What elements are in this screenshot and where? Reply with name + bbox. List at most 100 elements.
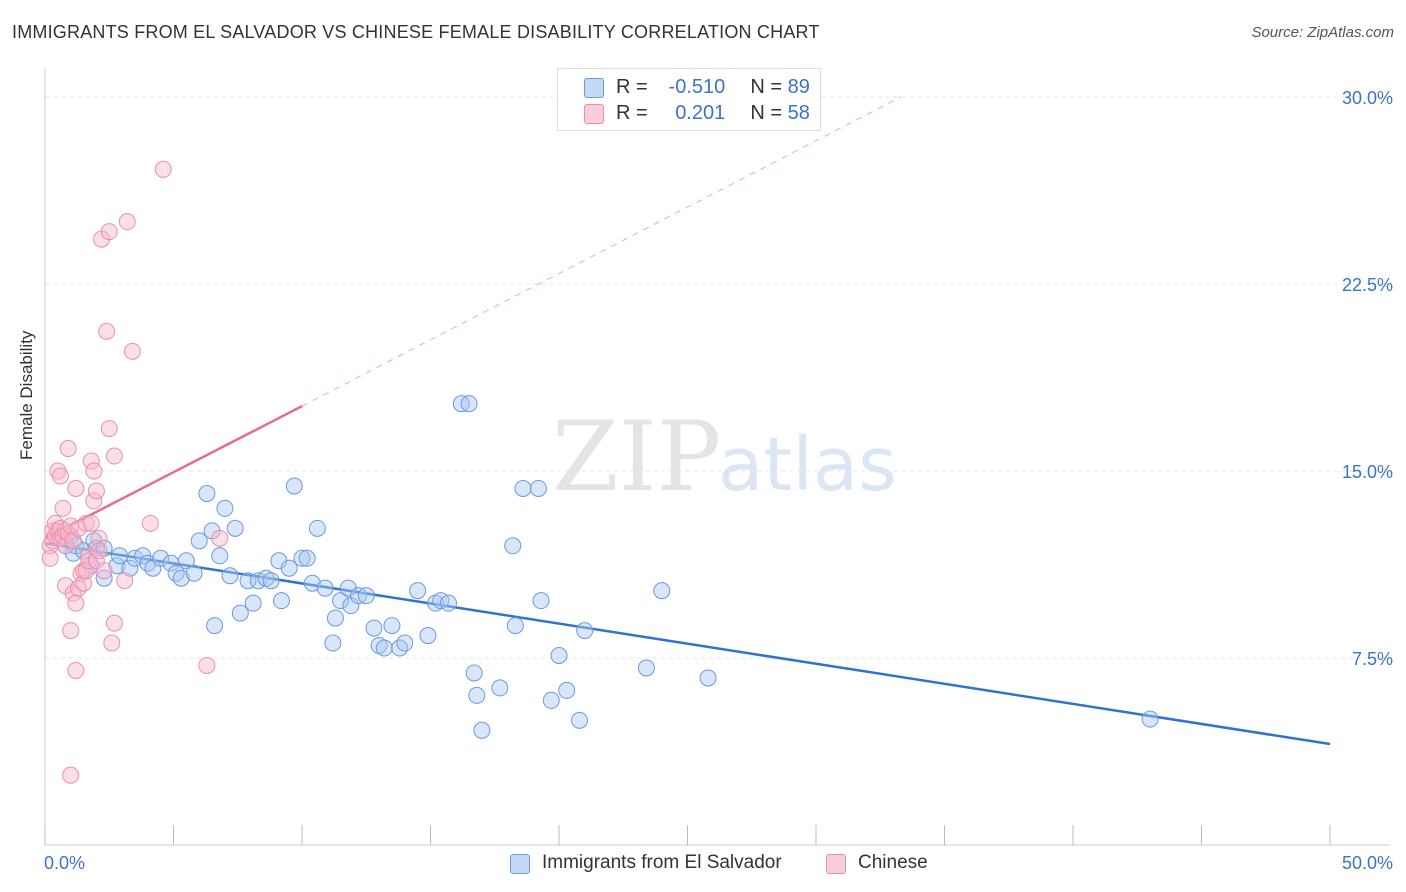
point-el-salvador-23	[185, 564, 203, 582]
point-el-salvador-56	[375, 639, 393, 657]
point-el-salvador-64	[439, 594, 457, 612]
legend-n-value: 58	[787, 102, 810, 124]
point-el-salvador-20	[167, 564, 185, 582]
trend-extension-1	[301, 96, 902, 407]
point-chinese-31	[77, 562, 95, 580]
point-el-salvador-5	[75, 542, 93, 560]
point-el-salvador-77	[550, 647, 568, 665]
point-el-salvador-24	[190, 532, 208, 550]
x-tick-label-1: 50.0%	[1342, 853, 1393, 873]
point-chinese-1	[41, 549, 59, 567]
point-el-salvador-40	[280, 559, 298, 577]
y-tick-label-1: 15.0%	[1342, 462, 1393, 482]
point-el-salvador-79	[571, 711, 589, 729]
point-chinese-56	[198, 656, 216, 674]
point-el-salvador-31	[226, 519, 244, 537]
point-el-salvador-69	[473, 721, 491, 739]
legend-n-value: 89	[787, 76, 810, 98]
point-el-salvador-37	[262, 572, 280, 590]
point-chinese-25	[67, 661, 85, 679]
point-el-salvador-34	[244, 594, 262, 612]
legend-n-label: N =	[750, 102, 783, 124]
legend-swatch-chinese	[584, 104, 604, 124]
point-chinese-22	[64, 532, 82, 550]
point-el-salvador-68	[468, 686, 486, 704]
point-chinese-38	[85, 492, 103, 510]
point-chinese-24	[67, 594, 85, 612]
point-el-salvador-48	[326, 609, 344, 627]
correlation-legend: R = -0.510 N = 89 R = 0.201 N = 58	[557, 68, 821, 131]
point-chinese-51	[116, 572, 134, 590]
point-el-salvador-75	[532, 592, 550, 610]
point-el-salvador-54	[365, 619, 383, 637]
point-el-salvador-76	[542, 691, 560, 709]
point-el-salvador-47	[324, 634, 342, 652]
point-chinese-44	[95, 562, 113, 580]
trend-line-0	[44, 542, 1331, 746]
point-chinese-32	[77, 514, 95, 532]
point-el-salvador-74	[529, 479, 547, 497]
point-chinese-27	[69, 579, 87, 597]
point-el-salvador-28	[211, 547, 229, 565]
y-tick-label-3: 30.0%	[1342, 88, 1393, 108]
point-chinese-9	[51, 467, 69, 485]
point-chinese-36	[82, 452, 100, 470]
point-el-salvador-53	[357, 587, 375, 605]
point-el-salvador-58	[391, 639, 409, 657]
point-el-salvador-82	[653, 582, 671, 600]
point-el-salvador-57	[383, 617, 401, 635]
watermark-zip: ZIP	[552, 401, 721, 513]
point-el-salvador-80	[576, 622, 594, 640]
point-el-salvador-27	[206, 617, 224, 635]
tick-labels: 7.5% 15.0% 22.5% 30.0% 0.0% 50.0%	[44, 88, 1393, 873]
point-el-salvador-13	[121, 559, 139, 577]
point-chinese-29	[75, 574, 93, 592]
point-chinese-41	[90, 529, 108, 547]
point-chinese-37	[85, 462, 103, 480]
grid-lines	[45, 96, 1390, 659]
legend-r-label: R =	[616, 102, 648, 124]
point-chinese-52	[118, 213, 136, 231]
point-chinese-49	[105, 614, 123, 632]
point-el-salvador-66	[460, 395, 478, 413]
chart-title: IMMIGRANTS FROM EL SALVADOR VS CHINESE F…	[12, 22, 820, 42]
legend-swatch-el-salvador	[584, 78, 604, 98]
legend-r-label: R =	[616, 76, 648, 98]
point-chinese-57	[211, 529, 229, 547]
point-chinese-55	[154, 160, 172, 178]
point-chinese-48	[103, 634, 121, 652]
point-el-salvador-70	[491, 679, 509, 697]
y-axis-label: Female Disability	[17, 330, 36, 460]
point-chinese-20	[62, 766, 80, 784]
point-el-salvador-29	[216, 499, 234, 517]
point-el-salvador-42	[293, 549, 311, 567]
point-el-salvador-81	[637, 659, 655, 677]
data-points	[41, 160, 1159, 784]
point-chinese-18	[62, 622, 80, 640]
point-chinese-35	[82, 514, 100, 532]
point-el-salvador-71	[504, 537, 522, 555]
point-el-salvador-39	[272, 592, 290, 610]
point-el-salvador-44	[303, 574, 321, 592]
point-el-salvador-33	[239, 572, 257, 590]
point-chinese-12	[54, 499, 72, 517]
point-el-salvador-10	[95, 569, 113, 587]
point-el-salvador-49	[332, 592, 350, 610]
point-el-salvador-41	[285, 477, 303, 495]
point-el-salvador-30	[221, 567, 239, 585]
point-el-salvador-11	[108, 557, 126, 575]
point-chinese-46	[100, 223, 118, 241]
point-el-salvador-25	[198, 484, 216, 502]
watermark-atlas: atlas	[718, 422, 897, 508]
point-chinese-47	[100, 420, 118, 438]
point-el-salvador-45	[308, 519, 326, 537]
point-chinese-16	[59, 440, 77, 458]
source-label: Source: ZipAtlas.com	[1251, 24, 1394, 41]
point-chinese-53	[123, 342, 141, 360]
point-el-salvador-84	[1141, 710, 1159, 728]
bottom-legend-label: Immigrants from El Salvador	[542, 852, 782, 873]
point-chinese-54	[141, 514, 159, 532]
point-el-salvador-32	[231, 604, 249, 622]
point-el-salvador-46	[316, 579, 334, 597]
